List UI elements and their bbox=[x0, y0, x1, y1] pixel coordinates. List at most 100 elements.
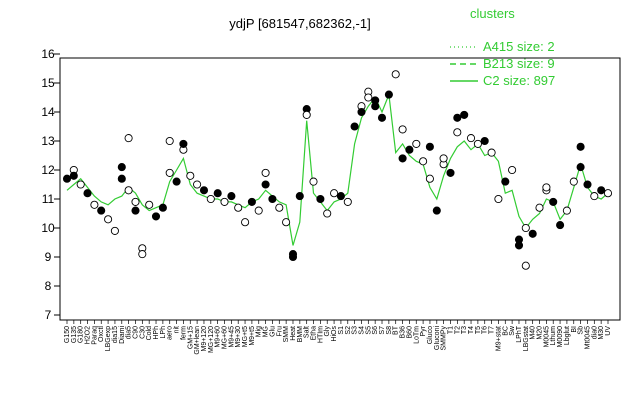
x-tick-label: Gluco bbox=[427, 326, 434, 344]
x-tick-label: HTIm bbox=[317, 326, 324, 343]
x-tick-label: BMM bbox=[297, 326, 304, 343]
data-point bbox=[549, 197, 558, 206]
data-point bbox=[261, 168, 270, 177]
data-point bbox=[90, 200, 99, 209]
y-tick-label: 13 bbox=[41, 134, 55, 148]
data-point bbox=[131, 206, 140, 215]
data-point bbox=[76, 180, 85, 189]
data-point bbox=[83, 189, 92, 198]
x-tick-label: S1 bbox=[338, 326, 345, 335]
data-point bbox=[186, 171, 195, 180]
data-point bbox=[508, 165, 517, 175]
x-tick-label: T4 bbox=[468, 326, 475, 334]
x-tick-label: T1 bbox=[447, 326, 454, 334]
x-tick-label: GIuconi bbox=[434, 326, 441, 351]
data-points bbox=[62, 70, 613, 270]
data-point bbox=[330, 189, 339, 198]
data-point bbox=[193, 180, 202, 189]
data-point bbox=[473, 139, 482, 148]
data-point bbox=[97, 206, 106, 215]
chart-title: ydjP [681547,682362,-1] bbox=[229, 16, 370, 31]
x-tick-label: GM+lean bbox=[194, 326, 201, 355]
y-axis: 7 8 9 10 11 12 13 14 15 16 bbox=[41, 47, 60, 322]
y-tick-label: 9 bbox=[45, 250, 52, 264]
data-point bbox=[425, 142, 434, 151]
x-tick-label: Salt bbox=[304, 326, 311, 338]
x-tick-label: T5 bbox=[475, 326, 482, 334]
x-tick-label: M9+t5 bbox=[249, 326, 256, 346]
data-point bbox=[199, 186, 209, 195]
x-tick-label: S7 bbox=[379, 326, 386, 335]
data-point bbox=[213, 189, 222, 198]
legend-title: clusters bbox=[470, 6, 515, 21]
data-point bbox=[227, 192, 236, 201]
data-point bbox=[131, 197, 140, 206]
data-point bbox=[569, 177, 578, 186]
x-tick-label: S4 bbox=[358, 326, 365, 335]
y-tick-label: 16 bbox=[41, 47, 55, 61]
x-tick-label: Cold bbox=[146, 326, 153, 341]
data-point bbox=[521, 223, 530, 233]
data-point bbox=[405, 145, 414, 154]
data-point bbox=[425, 174, 434, 183]
x-tick-label: Paraq bbox=[91, 326, 98, 345]
x-tick-label: nit bbox=[174, 326, 181, 333]
y-tick-label: 14 bbox=[41, 105, 55, 119]
x-tick-label: T3 bbox=[461, 326, 468, 334]
x-tick-label: S3 bbox=[352, 326, 359, 335]
data-point bbox=[179, 139, 188, 148]
x-tick-label: Pyr bbox=[420, 325, 427, 336]
data-point bbox=[412, 139, 421, 148]
x-tick-label: dia0 bbox=[591, 326, 598, 339]
legend: clusters A415 size: 2 B213 size: 9 C2 si… bbox=[450, 6, 555, 88]
data-point bbox=[323, 209, 332, 218]
x-tick-label: S6 bbox=[372, 326, 379, 335]
data-point bbox=[104, 215, 113, 224]
x-tick-label: aero bbox=[167, 326, 174, 340]
data-point bbox=[576, 163, 585, 172]
data-point bbox=[562, 206, 571, 215]
data-point bbox=[603, 189, 613, 198]
series-line-c2 bbox=[66, 94, 609, 246]
y-tick-label: 11 bbox=[42, 192, 55, 206]
data-point bbox=[316, 194, 325, 204]
data-point bbox=[494, 194, 503, 204]
x-tick-label: M9+60 bbox=[215, 326, 222, 348]
x-tick-label: M30 bbox=[598, 326, 605, 340]
data-point bbox=[295, 192, 304, 201]
data-point bbox=[288, 252, 298, 262]
data-point bbox=[268, 194, 277, 204]
x-tick-label: MG bbox=[263, 326, 270, 337]
data-point bbox=[69, 171, 78, 180]
data-point bbox=[234, 203, 243, 212]
x-tick-label: Sw bbox=[509, 325, 516, 336]
x-tick-label: SMM bbox=[283, 326, 290, 343]
y-tick-label: 12 bbox=[41, 163, 55, 177]
x-tick-label: C90 bbox=[132, 326, 139, 339]
x-tick-label: T6 bbox=[482, 326, 489, 334]
data-point bbox=[364, 93, 373, 102]
data-point bbox=[282, 218, 291, 227]
data-point bbox=[138, 250, 147, 259]
data-point bbox=[309, 177, 318, 186]
x-tick-label: S2 bbox=[345, 326, 352, 335]
x-tick-label: Lthum bbox=[550, 326, 557, 346]
data-point bbox=[466, 134, 476, 143]
data-point bbox=[110, 226, 119, 235]
data-point bbox=[377, 113, 387, 122]
x-tick-label: BC bbox=[502, 326, 509, 336]
x-tick-label: M9+30 bbox=[235, 326, 242, 348]
data-point bbox=[576, 142, 585, 151]
x-tick-label: S5 bbox=[365, 326, 372, 335]
data-point bbox=[460, 110, 469, 119]
data-point bbox=[590, 192, 599, 201]
data-point bbox=[261, 180, 270, 189]
x-tick-label: M9+45 bbox=[228, 326, 235, 348]
data-point bbox=[124, 186, 133, 195]
data-point bbox=[398, 125, 407, 134]
data-point bbox=[275, 203, 284, 212]
x-tick-label: T2 bbox=[454, 326, 461, 334]
data-point bbox=[117, 163, 126, 172]
x-tick-label: LPh bbox=[160, 326, 167, 339]
